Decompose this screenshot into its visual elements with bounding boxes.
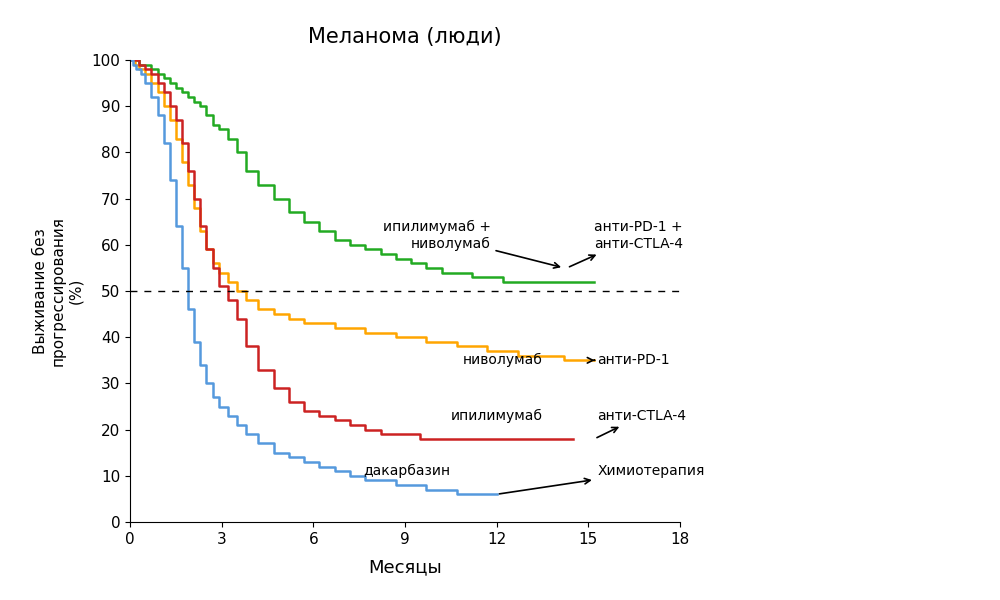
Text: ниволумаб: ниволумаб xyxy=(463,353,542,367)
X-axis label: Месяцы: Месяцы xyxy=(368,558,442,576)
Text: анти-PD-1 +
анти-CTLA-4: анти-PD-1 + анти-CTLA-4 xyxy=(569,220,683,267)
Y-axis label: Выживание без
прогрессирования
(%): Выживание без прогрессирования (%) xyxy=(33,216,83,366)
Title: Меланома (люди): Меланома (люди) xyxy=(308,28,502,47)
Text: ипилимумаб +
ниволумаб: ипилимумаб + ниволумаб xyxy=(383,220,559,268)
Text: дакарбазин: дакарбазин xyxy=(364,464,451,478)
Text: анти-CTLA-4: анти-CTLA-4 xyxy=(597,409,686,437)
Text: ипилимумаб: ипилимумаб xyxy=(450,409,542,423)
Text: анти-PD-1: анти-PD-1 xyxy=(587,353,670,367)
Text: Химиотерапия: Химиотерапия xyxy=(499,464,705,494)
